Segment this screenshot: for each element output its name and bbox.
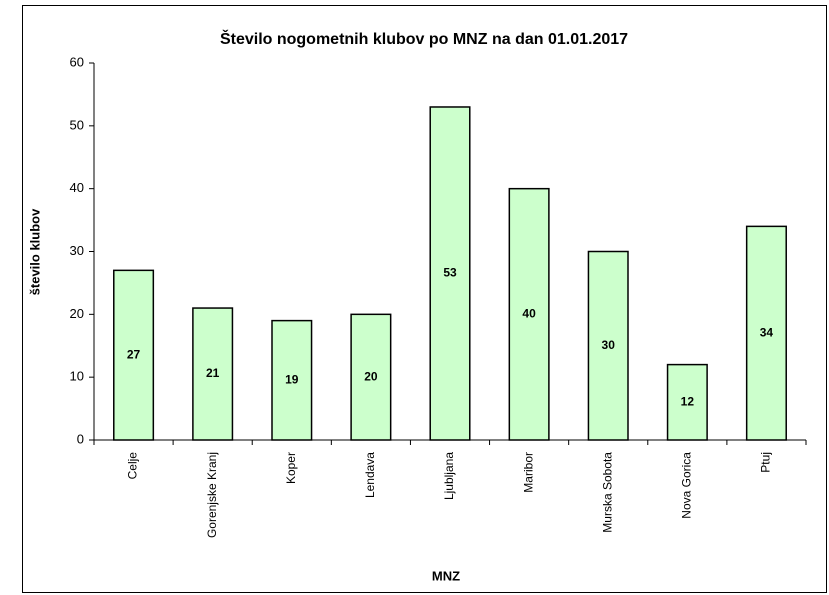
bar	[192, 307, 234, 441]
chart-frame	[22, 5, 827, 593]
chart-title: Število nogometnih klubov po MNZ na dan …	[220, 29, 628, 48]
x-tick-label: Nova Gorica	[680, 452, 694, 519]
x-tick-label: Maribor	[521, 452, 535, 493]
bar	[587, 250, 629, 441]
y-tick-label: 40	[70, 180, 84, 195]
x-tick-label: Koper	[284, 452, 298, 484]
x-tick-label: Celje	[126, 452, 140, 480]
y-tick-label: 30	[70, 243, 84, 258]
y-tick-label: 20	[70, 306, 84, 321]
y-tick-label: 0	[77, 431, 84, 446]
data-label: 20	[364, 369, 378, 383]
data-label: 19	[285, 372, 299, 386]
data-label: 21	[206, 366, 220, 380]
x-tick-label: Lendava	[363, 452, 377, 498]
bar	[271, 319, 313, 441]
x-tick-label: Ptuj	[759, 452, 773, 473]
bar	[350, 313, 392, 441]
y-tick-label: 10	[70, 369, 84, 384]
bar	[429, 106, 471, 441]
x-axis-title: MNZ	[432, 568, 460, 583]
bar	[508, 187, 550, 441]
data-label: 12	[681, 394, 695, 408]
data-label: 40	[522, 307, 536, 321]
data-label: 27	[127, 347, 141, 361]
x-tick-label: Murska Sobota	[600, 452, 614, 533]
y-tick-label: 60	[70, 54, 84, 69]
bar	[113, 269, 155, 441]
data-label: 30	[602, 338, 616, 352]
y-axis-title: število klubov	[27, 208, 42, 295]
x-tick-label: Ljubljana	[442, 452, 456, 500]
data-label: 53	[443, 266, 457, 280]
x-tick-label: Gorenjske Kranj	[205, 452, 219, 538]
data-label: 34	[760, 325, 774, 339]
bar	[666, 363, 708, 441]
y-tick-label: 50	[70, 117, 84, 132]
